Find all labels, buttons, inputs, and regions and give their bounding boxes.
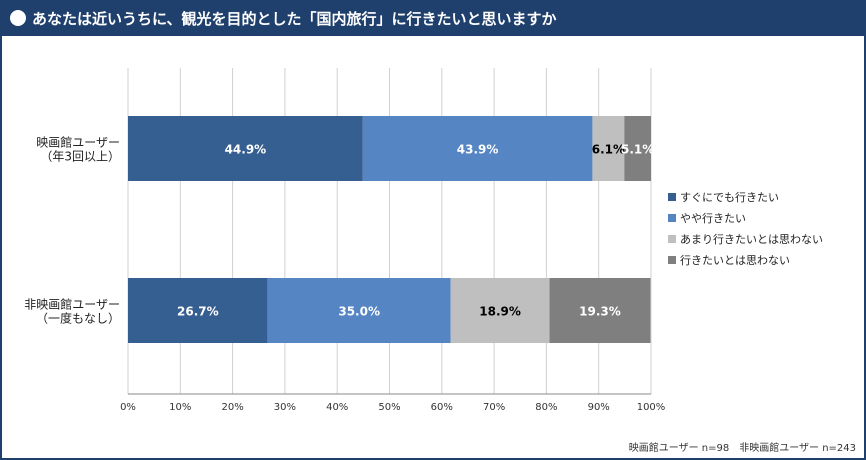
data-label: 19.3% [579, 305, 621, 319]
bar-segment [362, 116, 593, 181]
x-tick-label: 90% [588, 402, 610, 413]
category-label: （年3回以上） [40, 150, 120, 164]
bar-segment [592, 116, 625, 181]
bar-segment [450, 278, 550, 343]
legend-label: 行きたいとは思わない [680, 254, 790, 267]
bar-segment [624, 116, 651, 181]
category-label: （一度もなし） [36, 311, 120, 326]
bar-segment [128, 278, 268, 343]
data-label: 43.9% [457, 143, 499, 157]
x-tick-label: 70% [483, 402, 505, 413]
bar-segment [549, 278, 651, 343]
x-tick-label: 60% [431, 402, 453, 413]
data-label: 35.0% [338, 305, 380, 319]
category-label: 非映画館ユーザー [24, 297, 120, 312]
x-tick-label: 100% [637, 402, 666, 413]
legend-label: やや行きたい [680, 212, 746, 225]
bar-segment [267, 278, 451, 343]
x-tick-label: 50% [378, 402, 400, 413]
legend-label: あまり行きたいとは思わない [680, 233, 823, 246]
legend-swatch [668, 235, 676, 243]
x-tick-label: 80% [535, 402, 557, 413]
x-tick-label: 30% [274, 402, 296, 413]
bullet-icon [10, 10, 26, 26]
x-tick-label: 40% [326, 402, 348, 413]
header-bar: あなたは近いうちに、観光を目的とした「国内旅行」に行きたいと思いますか [2, 2, 864, 36]
x-tick-label: 20% [221, 402, 243, 413]
x-tick-label: 0% [120, 402, 136, 413]
x-tick-label: 10% [169, 402, 191, 413]
data-label: 18.9% [479, 305, 521, 319]
chart-title: あなたは近いうちに、観光を目的とした「国内旅行」に行きたいと思いますか [32, 10, 557, 28]
data-label: 44.9% [225, 143, 267, 157]
data-label: 5.1% [621, 143, 654, 157]
data-label: 6.1% [592, 143, 625, 157]
data-label: 26.7% [177, 305, 219, 319]
category-label: 映画館ユーザー [36, 135, 120, 150]
legend-swatch [668, 214, 676, 222]
bar-segment [128, 116, 363, 181]
legend-swatch [668, 256, 676, 264]
sample-size-note: 映画館ユーザー n=98 非映画館ユーザー n=243 [628, 443, 856, 454]
legend-label: すぐにでも行きたい [680, 191, 779, 204]
legend-swatch [668, 193, 676, 201]
